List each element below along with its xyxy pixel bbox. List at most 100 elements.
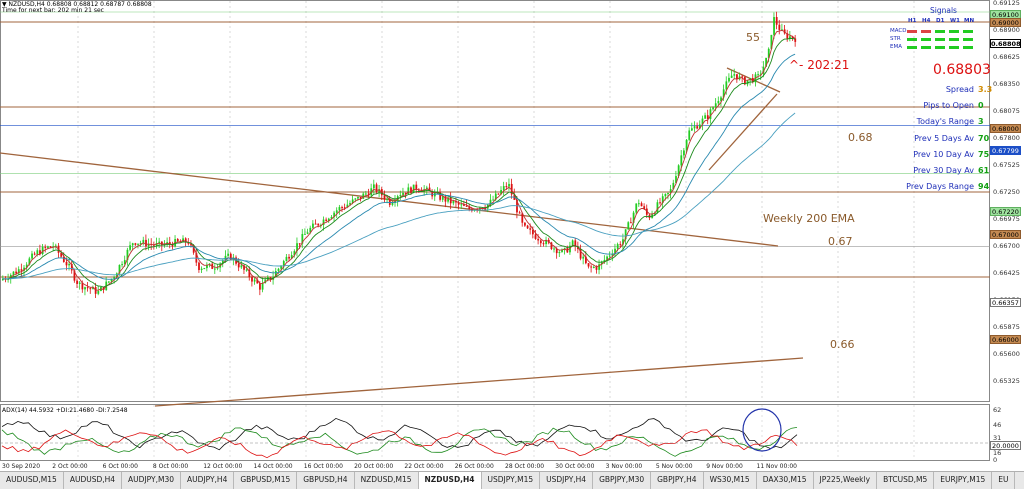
candle-body [505, 186, 508, 188]
adx-label: ADX(14) 44.5932 +DI:21.4680 -DI:7.2548 [2, 407, 128, 414]
annotation-067: 0.67 [828, 235, 853, 248]
candle-body [627, 222, 630, 230]
candle-body [595, 267, 598, 270]
candle-body [585, 256, 587, 264]
candle-body [571, 240, 574, 246]
candle-body [614, 248, 616, 255]
candle-body [351, 199, 354, 204]
tab-btcusd-m5[interactable]: BTCUSD,M5 [877, 472, 935, 489]
tab-audjpy-m30[interactable]: AUDJPY,M30 [122, 472, 181, 489]
candle-body [176, 239, 179, 242]
signal-indicator-bar [963, 38, 973, 41]
candle-body [579, 248, 582, 259]
candle-body [444, 196, 447, 202]
time-tick-label: 20 Oct 00:00 [354, 463, 394, 470]
candle-body [145, 239, 147, 247]
tab-usdjpy-h4[interactable]: USDJPY,H4 [540, 472, 594, 489]
candle-body [465, 205, 468, 207]
candle-body [521, 213, 524, 223]
time-tick-label: 28 Oct 00:00 [505, 463, 545, 470]
candle-body [439, 192, 442, 200]
candle-body [47, 246, 49, 248]
signal-indicator-bar [963, 46, 973, 49]
candle-body [335, 210, 338, 213]
candle-body [701, 118, 704, 125]
signal-timeframe-header: D1 [936, 18, 945, 24]
candle-body [115, 273, 118, 278]
tab-eu[interactable]: EU [992, 472, 1016, 489]
tab-eurjpy-m15[interactable]: EURJPY,M15 [934, 472, 993, 489]
time-tick-label: 22 Oct 00:00 [404, 463, 444, 470]
price-tick-label: 0.67800 [993, 134, 1020, 142]
candle-body [118, 264, 121, 274]
candle-body [158, 241, 161, 244]
adx-tick: 62 [993, 406, 1002, 414]
adx-highlight-circle [742, 408, 782, 452]
candle-body [206, 264, 208, 269]
candle-body [667, 193, 669, 195]
price-tick-label: 0.68075 [993, 107, 1020, 115]
candle-body [502, 186, 505, 191]
candle-body [526, 225, 529, 229]
candle-body [722, 89, 725, 98]
tab-gbpusd-m15[interactable]: GBPUSD,M15 [234, 472, 298, 489]
price-tag-066: 0.66000 [990, 335, 1021, 344]
stat-value: 70 [978, 133, 990, 143]
candle-body [341, 207, 343, 209]
time-tick-label: 26 Oct 00:00 [454, 463, 494, 470]
candle-body [619, 244, 622, 246]
candle-body [62, 256, 65, 262]
candle-body [550, 242, 553, 249]
tab-ws30-m15[interactable]: WS30,M15 [704, 472, 757, 489]
tab-gbpusd-h4[interactable]: GBPUSD,H4 [297, 472, 355, 489]
candle-body [675, 176, 677, 183]
candle-body [388, 198, 391, 205]
tab-jp225-weekly[interactable]: JP225,Weekly [814, 472, 878, 489]
candle-body [717, 101, 720, 104]
price-chart[interactable] [0, 0, 1024, 471]
candle-body [306, 232, 309, 234]
price-tick-label: 0.65325 [993, 377, 1020, 385]
price-tick-label: 0.66425 [993, 269, 1020, 277]
candle-body [640, 203, 643, 207]
candle-body [632, 212, 635, 223]
trendline-ascending [154, 357, 804, 407]
tab-nzdusd-m15[interactable]: NZDUSD,M15 [355, 472, 419, 489]
tab-gbpjpy-m30[interactable]: GBPJPY,M30 [593, 472, 652, 489]
tab-nzdusd-h4[interactable]: NZDUSD,H4 [418, 472, 482, 489]
tab-audusd-h4[interactable]: AUDUSD,H4 [64, 472, 123, 489]
candle-body [327, 218, 330, 222]
adx-main-line [1, 417, 798, 451]
candle-body [110, 278, 113, 282]
annotation-068: 0.68 [848, 131, 873, 144]
candle-body [131, 243, 134, 246]
candle-body [524, 222, 526, 226]
candle-body [624, 229, 627, 240]
candle-body [78, 282, 81, 284]
tab-audjpy-h4[interactable]: AUDJPY,H4 [181, 472, 235, 489]
tab-gbpjpy-h4[interactable]: GBPJPY,H4 [651, 472, 704, 489]
candle-body [698, 124, 701, 129]
candle-body [367, 193, 370, 196]
candle-body [677, 165, 680, 177]
tab-usdjpy-m15[interactable]: USDJPY,M15 [482, 472, 541, 489]
candle-body [203, 268, 206, 270]
price-tick-label: 0.68350 [993, 80, 1020, 88]
signal-row-label: STR [890, 36, 901, 42]
tab-dax30-m15[interactable]: DAX30,M15 [757, 472, 814, 489]
candle-body [494, 193, 497, 200]
candle-body [759, 73, 762, 75]
candle-body [508, 183, 510, 187]
time-tick-label: 14 Oct 00:00 [253, 463, 293, 470]
tab-audusd-m15[interactable]: AUDUSD,M15 [0, 472, 64, 489]
candle-body [73, 270, 76, 281]
candle-body [672, 182, 675, 190]
price-tag-069: 0.69000 [990, 18, 1021, 27]
candle-body [399, 194, 402, 197]
signal-indicator-bar [949, 30, 959, 33]
signal-indicator-bar [935, 46, 945, 49]
price-tag-blue: 0.67799 [990, 146, 1021, 155]
candle-body [616, 244, 619, 249]
candle-body [137, 243, 139, 245]
candle-body [497, 193, 500, 195]
